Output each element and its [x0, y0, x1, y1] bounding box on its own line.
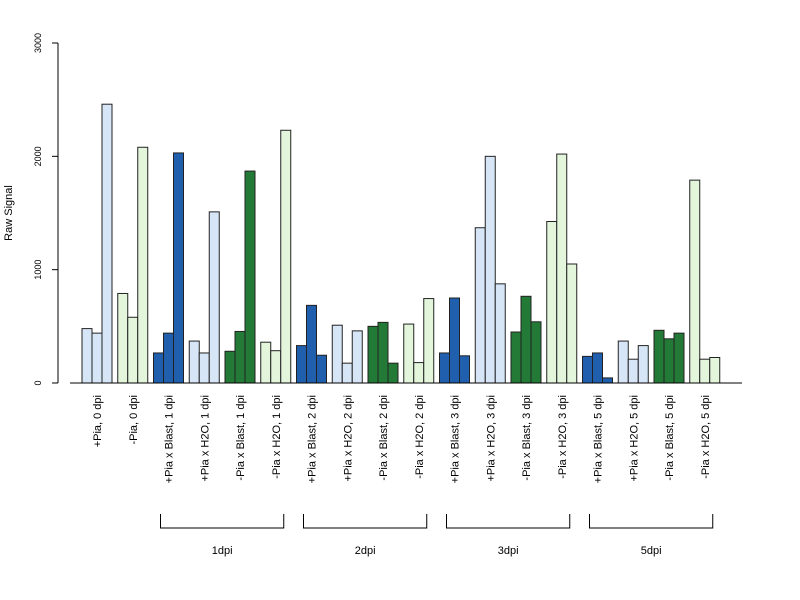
category-label: +Pia x H2O, 2 dpi	[342, 395, 354, 482]
bar	[331, 324, 343, 384]
bar	[556, 153, 568, 384]
y-tick-label: 2000	[33, 146, 43, 166]
bar	[306, 304, 317, 384]
bar	[403, 323, 415, 384]
bar	[673, 332, 685, 384]
group-brackets: 1dpi 2dpi 3dpi 5dpi	[160, 514, 714, 557]
bar	[520, 295, 532, 384]
bar	[296, 345, 307, 384]
category-label: +Pia x Blast, 2 dpi	[307, 395, 319, 483]
category-label: -Pia x H2O, 2 dpi	[414, 395, 426, 479]
bar	[387, 362, 399, 384]
bar	[627, 358, 639, 384]
bar	[101, 103, 113, 384]
bar	[91, 332, 103, 384]
bar	[653, 329, 665, 384]
group-label: 2dpi	[355, 545, 376, 557]
bar	[602, 377, 613, 384]
category-label: +Pia, 0 dpi	[92, 395, 104, 447]
bar	[413, 362, 425, 384]
bar	[280, 129, 292, 384]
bar	[423, 298, 435, 384]
bar	[260, 341, 272, 384]
category-label: -Pia x H2O, 3 dpi	[557, 395, 569, 479]
bar	[637, 345, 649, 384]
bar	[566, 263, 578, 384]
bar	[224, 350, 236, 384]
bar	[494, 283, 506, 384]
bar	[484, 155, 496, 384]
category-label: -Pia, 0 dpi	[128, 395, 140, 445]
bar	[351, 330, 363, 384]
y-tick-label: 3000	[33, 33, 43, 53]
group-bracket	[446, 514, 571, 529]
bar	[663, 338, 675, 384]
bar	[530, 321, 542, 384]
bar	[198, 352, 210, 384]
bar	[234, 330, 246, 384]
group-label: 1dpi	[212, 545, 233, 557]
bar	[173, 152, 184, 384]
category-label: -Pia x H2O, 1 dpi	[271, 395, 283, 479]
category-label: +Pia x H2O, 1 dpi	[199, 395, 211, 482]
bar	[439, 352, 450, 384]
bar	[81, 328, 93, 384]
bar	[377, 321, 389, 384]
bar	[244, 170, 256, 384]
category-label: -Pia x Blast, 5 dpi	[664, 395, 676, 481]
bars	[81, 103, 721, 384]
group-label: 5dpi	[641, 545, 662, 557]
bar	[137, 146, 149, 384]
bar	[689, 179, 701, 384]
bar	[699, 358, 711, 384]
group-bracket	[589, 514, 714, 529]
category-label: +Pia x Blast, 3 dpi	[450, 395, 462, 483]
group-label: 3dpi	[498, 545, 519, 557]
bar	[367, 325, 379, 384]
category-label: +Pia x Blast, 5 dpi	[593, 395, 605, 483]
category-label: +Pia x H2O, 5 dpi	[628, 395, 640, 482]
bar	[188, 340, 200, 384]
group-bracket	[303, 514, 428, 529]
category-label: -Pia x H2O, 5 dpi	[700, 395, 712, 479]
bar	[592, 352, 603, 384]
bar	[546, 221, 558, 384]
bar	[208, 211, 220, 384]
bar	[459, 355, 470, 384]
bar	[117, 292, 129, 384]
bar	[474, 227, 486, 384]
category-label: -Pia x Blast, 3 dpi	[521, 395, 533, 481]
bar	[341, 362, 353, 384]
category-labels: +Pia, 0 dpi -Pia, 0 dpi +Pia x Blast, 1 dp…	[92, 395, 712, 483]
bar	[709, 357, 721, 384]
bar	[449, 297, 460, 384]
bar	[617, 340, 629, 384]
bar	[270, 350, 282, 384]
category-label: -Pia x Blast, 1 dpi	[235, 395, 247, 481]
bar	[510, 331, 522, 384]
y-axis-title: Raw Signal	[3, 185, 15, 241]
bar	[316, 354, 327, 384]
group-bracket	[160, 514, 285, 529]
bar	[582, 355, 593, 384]
category-label: +Pia x Blast, 1 dpi	[164, 395, 176, 483]
bar	[153, 352, 164, 384]
category-label: -Pia x Blast, 2 dpi	[378, 395, 390, 481]
bar	[163, 332, 174, 384]
y-tick-label: 0	[33, 380, 43, 385]
bar	[127, 316, 139, 384]
y-axis: 0 1000 2000 3000	[33, 33, 59, 386]
category-label: +Pia x H2O, 3 dpi	[485, 395, 497, 482]
y-tick-label: 1000	[33, 260, 43, 280]
